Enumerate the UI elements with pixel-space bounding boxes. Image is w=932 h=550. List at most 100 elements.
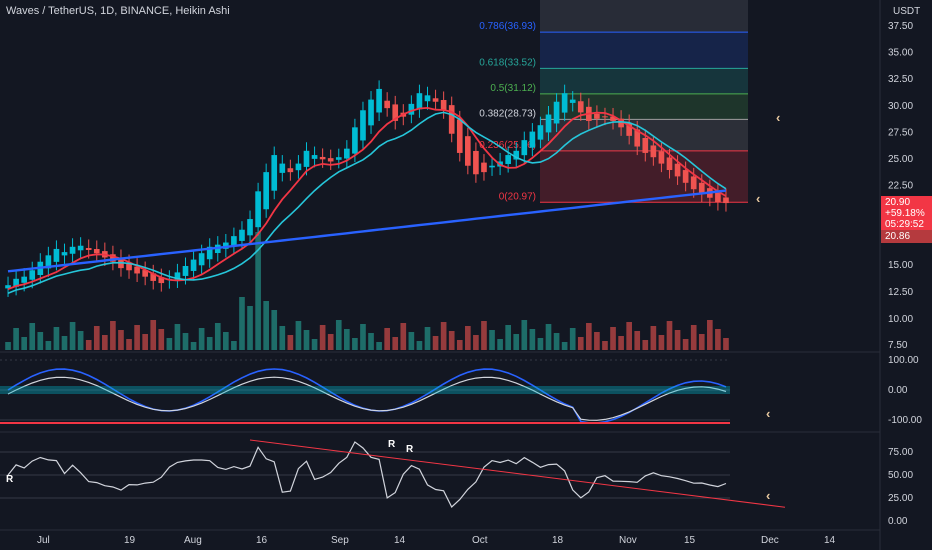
candle-body — [408, 103, 415, 115]
candle-body — [690, 176, 697, 190]
volume-bar — [134, 325, 140, 350]
volume-bar — [674, 330, 681, 350]
candle-body — [247, 219, 253, 236]
volume-bar — [126, 339, 132, 350]
candle-body — [231, 236, 237, 246]
volume-bar — [110, 321, 116, 350]
volume-bar — [586, 323, 592, 350]
volume-bar — [569, 328, 576, 350]
candle-body — [529, 131, 536, 148]
volume-bar — [53, 327, 60, 350]
price-tick-label: 27.50 — [888, 127, 913, 138]
volume-bar — [190, 342, 197, 350]
volume-bar — [545, 324, 552, 350]
candle-body — [126, 263, 132, 271]
volume-bar — [529, 329, 536, 350]
volume-bar — [513, 334, 520, 350]
volume-bar — [368, 333, 374, 350]
candle-body — [182, 266, 189, 276]
volume-bar — [311, 339, 318, 350]
volume-bar — [263, 301, 269, 350]
volume-bar — [690, 325, 697, 350]
rsi-tick-label: 50.00 — [888, 470, 913, 481]
price-tick-label: 35.00 — [888, 48, 913, 59]
candle-body — [352, 127, 358, 154]
time-tick-label: Dec — [761, 535, 779, 546]
time-tick-label: 16 — [256, 535, 268, 546]
volume-bar — [642, 340, 649, 350]
volume-bar — [85, 340, 92, 350]
time-tick-label: Sep — [331, 535, 349, 546]
fib-level-label: 0.382(28.73) — [479, 108, 536, 119]
last-price-tag: 20.90 +59.18% 05:29:52 — [881, 196, 932, 231]
candle-body — [723, 197, 729, 204]
candle-body — [142, 270, 148, 277]
candle-body — [150, 273, 157, 281]
volume-bar — [537, 338, 544, 350]
time-tick-label: Aug — [184, 535, 202, 546]
price-tick-label: 25.00 — [888, 154, 913, 165]
candle-body — [327, 158, 334, 162]
time-tick-label: 18 — [552, 535, 564, 546]
volume-bar — [489, 330, 495, 350]
volume-bar — [271, 310, 278, 350]
volume-bar — [610, 327, 616, 350]
time-tick-label: Nov — [619, 535, 637, 546]
price-tick-label: 12.50 — [888, 287, 913, 298]
candle-body — [456, 119, 463, 153]
volume-bar — [166, 338, 173, 350]
scroll-left-arrow-1[interactable]: ‹ — [776, 110, 781, 125]
candle-body — [440, 100, 447, 111]
fib-level-label: 0.5(31.12) — [490, 83, 536, 94]
candle-body — [392, 104, 399, 121]
scroll-left-arrow-4[interactable]: ‹ — [766, 488, 771, 503]
candle-body — [344, 148, 350, 159]
red-ma-line — [7, 106, 727, 291]
candle-body — [384, 100, 390, 109]
scroll-left-arrow-2[interactable]: ‹ — [756, 191, 761, 206]
volume-bar — [102, 335, 108, 350]
volume-bar — [666, 321, 673, 350]
volume-bar — [650, 326, 657, 350]
candle-body — [481, 162, 487, 173]
time-tick-label: 14 — [824, 535, 836, 546]
candle-body — [513, 150, 520, 160]
volume-bar — [384, 328, 390, 350]
volume-bar — [465, 326, 471, 350]
scroll-left-arrow-3[interactable]: ‹ — [766, 406, 771, 421]
volume-bar — [344, 329, 350, 350]
candle-body — [674, 163, 681, 177]
volume-bar — [13, 328, 19, 350]
volume-bar — [279, 326, 286, 350]
volume-bar — [21, 337, 27, 350]
volume-bar — [239, 297, 245, 350]
candle-body — [448, 105, 455, 134]
time-tick-label: Oct — [472, 535, 488, 546]
osc-white-line — [7, 376, 727, 421]
volume-bar — [247, 306, 253, 350]
change-pct: +59.18% — [885, 208, 925, 219]
blue-ma-line — [7, 189, 727, 273]
volume-bar — [295, 321, 302, 350]
osc-tick-label: 0.00 — [888, 385, 908, 396]
osc-tick-label: 100.00 — [888, 355, 919, 366]
candle-body — [602, 116, 608, 118]
volume-bar — [505, 325, 511, 350]
candle-body — [239, 229, 245, 241]
volume-bar — [352, 338, 358, 350]
price-tick-label: 30.00 — [888, 101, 913, 112]
osc-histogram — [0, 386, 730, 394]
volume-bar — [319, 325, 326, 350]
candle-body — [198, 253, 205, 266]
volume-bar — [158, 329, 165, 350]
candle-body — [303, 150, 310, 167]
candle-body — [53, 248, 60, 262]
price-tick-label: 37.50 — [888, 21, 913, 32]
volume-bar — [553, 333, 560, 350]
volume-bar — [456, 340, 463, 350]
last-price: 20.90 — [885, 197, 911, 208]
volume-bar — [715, 329, 721, 350]
candle-body — [206, 246, 213, 260]
candle-body — [698, 182, 705, 194]
